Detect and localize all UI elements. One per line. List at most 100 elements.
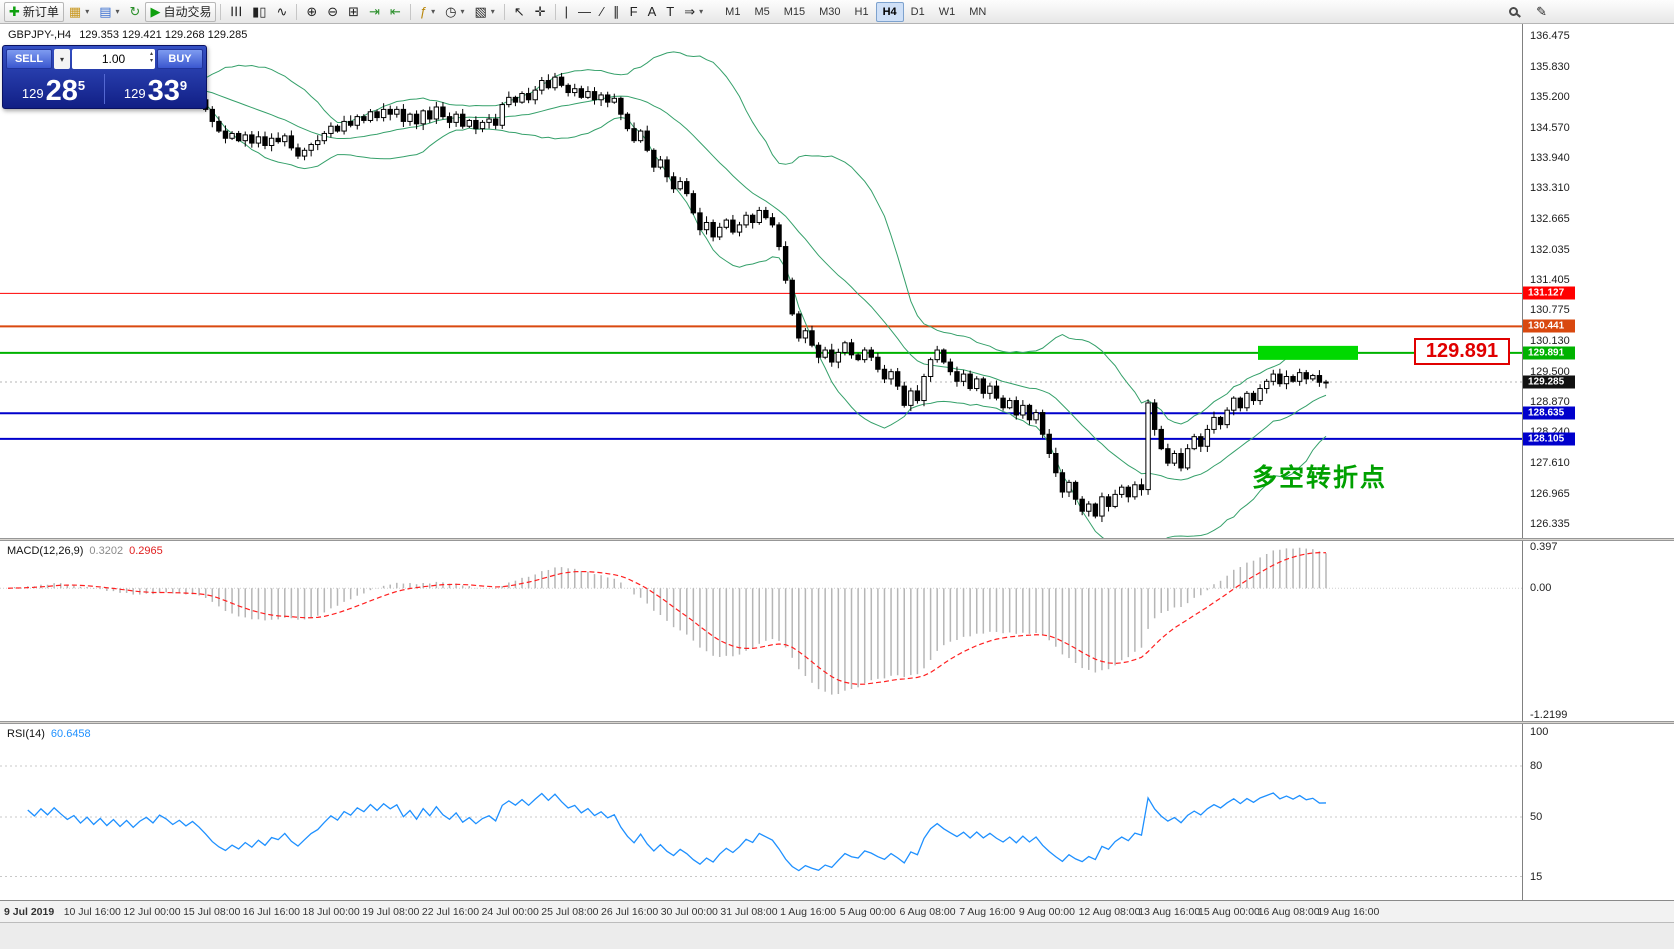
time-label: 22 Jul 16:00 bbox=[421, 906, 480, 918]
chevron-down-icon: ▾ bbox=[699, 7, 704, 16]
timeframe-m30[interactable]: M30 bbox=[819, 5, 841, 18]
search-button[interactable] bbox=[1504, 2, 1523, 22]
price-tick: 127.610 bbox=[1530, 456, 1570, 469]
tile-windows-button[interactable]: ⊞ bbox=[343, 2, 364, 22]
horizontal-line-button[interactable]: — bbox=[573, 2, 596, 22]
crosshair-button[interactable]: ✛ bbox=[530, 2, 551, 22]
quick-edit-button[interactable]: ✎ bbox=[1531, 2, 1552, 22]
price-level-label: 128.635 bbox=[1523, 406, 1575, 420]
lot-decrease-button[interactable]: ▾ bbox=[149, 58, 153, 64]
indicators-button[interactable]: ƒ ▾ bbox=[415, 2, 440, 22]
fibonacci-button[interactable]: F bbox=[625, 2, 643, 22]
price-tick: 131.405 bbox=[1530, 274, 1570, 286]
price-tick: 133.310 bbox=[1530, 182, 1570, 195]
toolbar-separator bbox=[503, 3, 505, 20]
new-chart-button[interactable]: ▦ ▾ bbox=[64, 2, 94, 22]
price-level-label: 129.285 bbox=[1523, 375, 1575, 389]
chevron-down-icon: ▾ bbox=[431, 7, 436, 16]
label-button[interactable]: T bbox=[661, 2, 679, 22]
autotrading-button-label: 自动交易 bbox=[163, 5, 212, 19]
timeframe-h1[interactable]: H1 bbox=[854, 5, 869, 18]
symbol-period-label: GBPJPY-,H4 bbox=[8, 29, 72, 41]
line-chart-button[interactable]: ∿ bbox=[271, 2, 292, 22]
profiles-button[interactable]: ▤ ▾ bbox=[94, 2, 124, 22]
refresh-button[interactable]: ↻ bbox=[125, 2, 146, 22]
time-label: 9 Jul 2019 bbox=[4, 906, 55, 918]
zoom-out-button[interactable]: ⊖ bbox=[322, 2, 343, 22]
timeframe-mn[interactable]: MN bbox=[969, 5, 987, 18]
label-icon: T bbox=[666, 4, 675, 19]
macd-tick: -1.2199 bbox=[1530, 709, 1568, 721]
zoom-in-button[interactable]: ⊕ bbox=[301, 2, 322, 22]
price-tick: 132.035 bbox=[1530, 243, 1570, 256]
chart-shift-button[interactable]: ⇤ bbox=[385, 2, 406, 22]
rsi-scale[interactable]: 100 80 50 15 bbox=[1522, 724, 1674, 900]
rsi-canvas[interactable] bbox=[0, 724, 1522, 900]
sell-price-display[interactable]: 129 28 5 bbox=[6, 72, 101, 106]
price-tick: 132.665 bbox=[1530, 213, 1570, 226]
sell-button[interactable]: SELL bbox=[6, 49, 52, 69]
play-icon: ▶ bbox=[150, 4, 161, 19]
macd-scale[interactable]: 0.397 0.00 -1.2199 bbox=[1522, 541, 1674, 721]
autotrading-button[interactable]: ▶ 自动交易 bbox=[145, 1, 217, 22]
trendline-button[interactable]: ∕ bbox=[596, 2, 608, 22]
price-scale[interactable]: 136.475 135.830 135.200 134.570 133.940 133.3… bbox=[1522, 24, 1674, 538]
price-tick: 130.775 bbox=[1530, 304, 1570, 317]
new-order-button[interactable]: ✚ 新订单 bbox=[4, 1, 64, 22]
time-label: 16 Aug 08:00 bbox=[1257, 906, 1320, 918]
toolbar-separator bbox=[296, 3, 298, 20]
lot-increase-button[interactable]: ▴ bbox=[149, 51, 153, 57]
fibonacci-icon: F bbox=[629, 4, 638, 19]
text-button[interactable]: A bbox=[643, 2, 662, 22]
panel-separator[interactable] bbox=[0, 721, 1674, 724]
panel-separator[interactable] bbox=[0, 538, 1674, 541]
lot-size-input[interactable]: 1.00 ▴ ▾ bbox=[72, 49, 155, 69]
toolbar-right-group: ✎ bbox=[1504, 2, 1552, 22]
timeframe-d1[interactable]: D1 bbox=[910, 5, 925, 18]
vertical-line-button[interactable]: | bbox=[560, 2, 573, 22]
chevron-down-icon: ▾ bbox=[490, 7, 495, 16]
time-axis[interactable]: 9 Jul 2019 10 Jul 16:00 12 Jul 00:00 15 Jul… bbox=[0, 900, 1674, 922]
templates-button[interactable]: ▧ ▾ bbox=[469, 2, 499, 22]
pencil-icon: ✎ bbox=[1536, 4, 1547, 19]
channel-button[interactable]: ∥ bbox=[608, 2, 625, 22]
macd-histogram bbox=[13, 547, 1327, 695]
timeframe-m15[interactable]: M15 bbox=[783, 5, 806, 18]
vertical-line-icon: | bbox=[564, 4, 568, 19]
timeframe-m5[interactable]: M5 bbox=[754, 5, 770, 18]
price-chart-canvas[interactable] bbox=[0, 24, 1522, 538]
timeframe-h4[interactable]: H4 bbox=[875, 1, 904, 22]
price-callout: 129.891 bbox=[1414, 338, 1510, 365]
bar-chart-button[interactable]: ☰ bbox=[225, 2, 247, 22]
new-order-icon: ✚ bbox=[9, 4, 20, 19]
time-label: 12 Jul 00:00 bbox=[123, 906, 181, 918]
line-chart-icon: ∿ bbox=[276, 4, 288, 19]
time-label: 24 Jul 00:00 bbox=[481, 906, 539, 918]
periods-button[interactable]: ◷ ▾ bbox=[440, 2, 469, 22]
channel-icon: ∥ bbox=[613, 4, 620, 19]
macd-label: MACD(12,26,9) 0.3202 0.2965 bbox=[7, 545, 163, 557]
buy-price-display[interactable]: 129 33 9 bbox=[108, 72, 203, 106]
timeframe-w1[interactable]: W1 bbox=[938, 5, 956, 18]
horizontal-level-lines bbox=[0, 292, 1522, 440]
rsi-tick: 100 bbox=[1530, 726, 1549, 738]
chevron-down-icon: ▾ bbox=[460, 7, 465, 16]
candlestick-button[interactable]: ▮▯ bbox=[247, 2, 271, 22]
macd-canvas[interactable] bbox=[0, 541, 1522, 721]
arrows-button[interactable]: ⇒ ▾ bbox=[679, 2, 708, 22]
price-level-label: 130.441 bbox=[1523, 319, 1575, 333]
template-icon: ▧ bbox=[474, 4, 487, 19]
highlight-rectangle bbox=[1258, 345, 1358, 360]
chevron-down-icon: ▾ bbox=[59, 54, 64, 64]
auto-scroll-button[interactable]: ⇥ bbox=[364, 2, 385, 22]
bollinger-bands bbox=[133, 51, 1327, 538]
timeframe-m1[interactable]: M1 bbox=[725, 5, 741, 18]
text-icon: A bbox=[647, 4, 657, 19]
time-label: 7 Aug 16:00 bbox=[959, 906, 1016, 918]
macd-name: MACD(12,26,9) bbox=[7, 545, 84, 557]
cursor-button[interactable]: ↖ bbox=[509, 2, 530, 22]
auto-scroll-icon: ⇥ bbox=[369, 4, 380, 19]
trendline-icon: ∕ bbox=[601, 4, 604, 19]
buy-button[interactable]: BUY bbox=[157, 49, 203, 69]
order-type-dropdown[interactable]: ▾ bbox=[54, 49, 70, 69]
